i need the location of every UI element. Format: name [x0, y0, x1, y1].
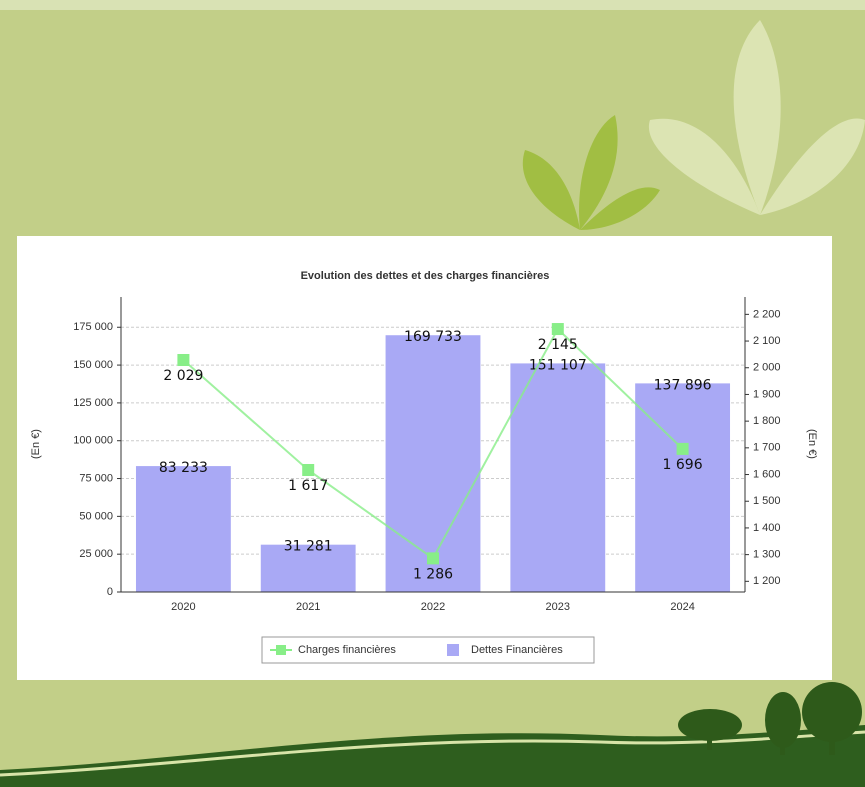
- bar: [510, 363, 605, 592]
- x-tick-label: 2022: [421, 601, 445, 613]
- data-label: 31 281: [284, 539, 333, 555]
- y2-tick-label: 1 300: [753, 549, 781, 561]
- marker: [302, 464, 314, 476]
- slide: Evolution des dettes et des charges fina…: [0, 0, 865, 787]
- y2-tick-label: 1 700: [753, 442, 781, 454]
- chart-title: Evolution des dettes et des charges fina…: [301, 270, 550, 282]
- y2-tick-label: 1 600: [753, 468, 781, 480]
- y-tick-label: 0: [107, 586, 113, 598]
- y2-tick-label: 2 100: [753, 335, 781, 347]
- page: {"chart_data": {"type": "bar", "title": …: [0, 0, 865, 787]
- data-label: 83 233: [159, 460, 208, 476]
- data-label: 137 896: [654, 377, 712, 393]
- data-label: 1 617: [288, 478, 328, 494]
- bar: [635, 383, 730, 592]
- y2-tick-label: 1 800: [753, 415, 781, 427]
- y-tick-label: 50 000: [79, 510, 113, 522]
- legend-label: Charges financières: [298, 644, 396, 656]
- y-tick-label: 150 000: [73, 359, 113, 371]
- y2-tick-label: 1 500: [753, 495, 781, 507]
- x-tick-label: 2023: [546, 601, 570, 613]
- data-label: 169 733: [404, 329, 462, 345]
- y-tick-label: 75 000: [79, 472, 113, 484]
- top-band: [0, 0, 865, 10]
- y2-tick-label: 1 200: [753, 575, 781, 587]
- y-tick-label: 100 000: [73, 435, 113, 447]
- x-tick-label: 2024: [670, 601, 694, 613]
- data-label: 2 145: [538, 337, 578, 353]
- legend-swatch: [276, 645, 286, 655]
- y2-tick-label: 2 000: [753, 362, 781, 374]
- data-label: 2 029: [163, 368, 203, 384]
- marker: [427, 552, 439, 564]
- y2-tick-label: 1 900: [753, 388, 781, 400]
- data-label: 1 696: [663, 457, 703, 473]
- y2-tick-label: 2 200: [753, 308, 781, 320]
- y2-axis-label: (En €): [806, 429, 818, 459]
- y-axis-label: (En €): [30, 429, 42, 459]
- y-tick-label: 125 000: [73, 397, 113, 409]
- legend-label: Dettes Financières: [471, 644, 563, 656]
- legend-swatch: [447, 644, 459, 656]
- marker: [552, 323, 564, 335]
- marker: [677, 443, 689, 455]
- data-label: 1 286: [413, 566, 453, 582]
- marker: [177, 354, 189, 366]
- y-tick-label: 175 000: [73, 321, 113, 333]
- x-tick-label: 2020: [171, 601, 195, 613]
- x-tick-label: 2021: [296, 601, 320, 613]
- bar: [136, 466, 231, 592]
- y2-tick-label: 1 400: [753, 522, 781, 534]
- y-tick-label: 25 000: [79, 548, 113, 560]
